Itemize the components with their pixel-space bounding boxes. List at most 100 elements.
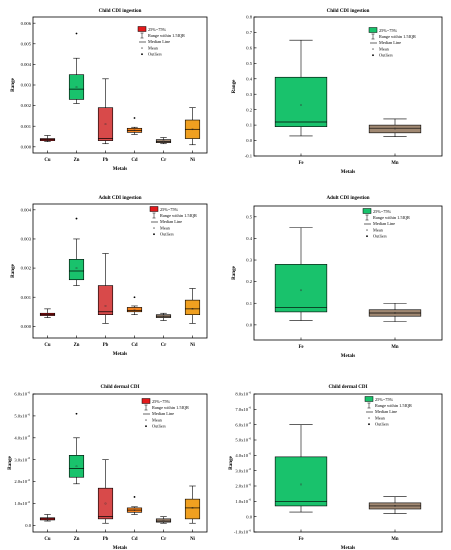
legend-swatch-box [364, 396, 374, 402]
legend-swatch-box [362, 208, 372, 214]
y-tick-label: 0.3 [246, 92, 252, 97]
legend-label: Range within 1.5IQR [373, 215, 410, 220]
x-tick-label: Mn [391, 537, 399, 542]
x-tick-label: Cu [44, 343, 50, 348]
legend-label: Range within 1.5IQR [375, 403, 412, 408]
chart-title: Adult CDI ingestion [326, 196, 369, 201]
y-tick-label: 3.0x10 [235, 468, 248, 473]
y-tick-exponent: -6 [249, 421, 252, 425]
y-tick-label: 0.2 [246, 279, 252, 284]
legend-label: Median Line [152, 411, 174, 416]
legend-label: Mean [148, 45, 159, 50]
iqr-box [274, 76, 328, 127]
legend-swatch-box [141, 398, 151, 404]
x-axis-label: Metals [113, 352, 127, 357]
y-tick-label: 0.003 [21, 83, 32, 88]
y-tick-label: 0.8 [246, 15, 252, 20]
mean-marker [394, 312, 396, 314]
box-fe [274, 424, 328, 513]
box-fe [274, 227, 328, 321]
outlier-point [133, 496, 136, 498]
x-tick-label: Pb [103, 158, 109, 163]
x-axis-label: Metals [341, 546, 355, 550]
box-cr [155, 312, 172, 321]
legend-swatch-box [149, 206, 159, 212]
legend-outlier-symbol [145, 425, 147, 428]
chart-panel-1: Child CDI ingestion 0.000 0.001 0.002 0.003 0… [11, 9, 208, 172]
x-tick-label: Zn [74, 537, 80, 542]
y-tick-label: 0.4 [246, 236, 252, 241]
y-tick-label: -1.0x10 [234, 530, 249, 535]
box-mn [368, 302, 422, 322]
y-tick-exponent: -6 [28, 434, 31, 438]
box-zn [68, 217, 85, 286]
y-tick-exponent: -6 [28, 478, 31, 482]
chart-title: Child CDI ingestion [99, 9, 142, 14]
mean-marker [191, 507, 194, 509]
mean-marker [162, 519, 165, 522]
y-tick-exponent: -6 [249, 498, 252, 502]
y-tick-label: 0.0 [246, 138, 252, 143]
chart-title: Child dermal CDI [101, 385, 140, 390]
y-tick-exponent: -6 [249, 482, 252, 486]
legend-label: 25%~75% [148, 27, 166, 32]
y-tick-label: 6.0x10 [14, 392, 27, 397]
mean-marker [191, 128, 194, 131]
y-tick-label: 1.0x10 [14, 501, 27, 506]
y-tick-exponent: -6 [28, 390, 31, 394]
y-tick-exponent: -6 [249, 528, 252, 532]
y-tick-label: 0.5 [246, 61, 252, 66]
box-ni [184, 485, 201, 524]
outlier-point [75, 32, 78, 35]
y-tick-label: 0.004 [21, 62, 32, 67]
plot-frame [253, 393, 443, 533]
legend-label: Outliers [375, 422, 389, 427]
mean-marker [300, 289, 302, 292]
y-tick-label: -0.1 [245, 154, 253, 159]
legend-label: 25%~75% [152, 399, 170, 404]
legend-label: Mean [375, 415, 386, 420]
legend-label: Range within 1.5IQR [148, 33, 185, 38]
mean-marker [133, 129, 136, 132]
y-tick-exponent: -6 [249, 467, 252, 471]
legend-label: Outliers [373, 234, 387, 239]
iqr-box [68, 259, 85, 281]
iqr-box [126, 307, 143, 313]
y-tick-exponent: -6 [249, 452, 252, 456]
plot-frame [253, 205, 443, 341]
mean-marker [162, 140, 165, 142]
outlier-point [75, 217, 78, 220]
mean-marker [394, 127, 396, 130]
legend-mean-symbol [153, 227, 155, 229]
chart-title: Child CDI ingestion [327, 9, 370, 14]
x-tick-label: Ni [190, 158, 195, 163]
mean-marker [300, 104, 302, 106]
chart-panel-3: Adult CDI ingestion 0.000 0.001 0.002 0.003 0… [11, 196, 208, 357]
mean-marker [46, 138, 49, 141]
iqr-box [155, 518, 172, 523]
x-tick-label: Cu [44, 537, 50, 542]
box-cr [155, 516, 172, 524]
mean-marker [133, 309, 136, 311]
y-tick-label: 7.0x10 [235, 407, 248, 412]
y-tick-label: 0.001 [21, 295, 32, 300]
box-pb [97, 78, 114, 145]
box-cu [39, 514, 56, 522]
box-mn [368, 496, 422, 514]
legend-label: Median Line [375, 409, 397, 414]
mean-marker [75, 465, 78, 468]
iqr-box [97, 487, 114, 520]
y-tick-label: 0.000 [21, 144, 32, 149]
y-tick-label: 0.001 [21, 124, 32, 129]
legend-label: 25%~75% [379, 28, 397, 33]
legend-label: Outliers [152, 424, 166, 429]
chart-panel-4: Adult CDI ingestion 0.0 0.1 0.2 0.3 0.4 0.5 Ran… [232, 196, 443, 359]
y-tick-label: 0.1 [246, 301, 252, 306]
y-tick-label: 1.0x10 [235, 499, 248, 504]
legend-label: 25%~75% [373, 209, 391, 214]
x-tick-label: Cr [161, 158, 167, 163]
box-ni [184, 107, 201, 146]
